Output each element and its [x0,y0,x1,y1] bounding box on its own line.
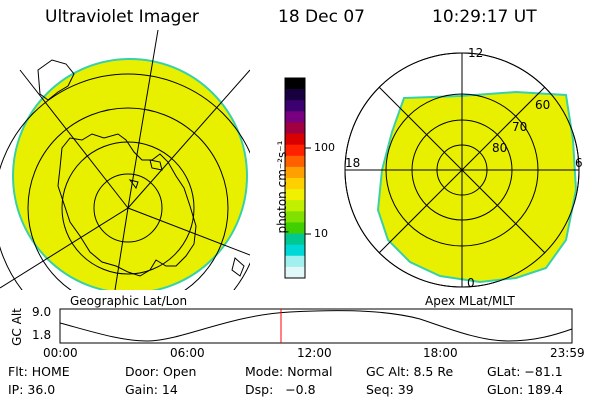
apex-label: Apex MLat/MLT [425,294,515,308]
info-glon: GLon: 189.4 [487,382,563,397]
info-flt: Flt: HOME [8,364,70,379]
colorbar-band [285,200,305,212]
colorbar-band [285,122,305,135]
altitude-ytick-low: 1.8 [32,328,52,342]
instrument-title: Ultraviolet Imager [45,7,199,27]
colorbar-band [285,111,305,123]
colorbar [284,77,311,279]
colorbar-band [285,166,305,179]
mlat-label-60: 60 [535,98,551,112]
altitude-plot [59,308,573,344]
geographic-map [0,30,250,290]
time-label: 10:29:17 UT [432,7,537,27]
mlt-label-12: 12 [468,46,484,60]
colorbar-band [285,89,305,101]
colorbar-band [285,178,305,190]
apex-map [344,52,580,288]
colorbar-tick-10: 10 [314,227,328,240]
colorbar-band [285,255,305,268]
xtick-2359: 23:59 [550,346,585,360]
colorbar-band [285,144,305,157]
colorbar-band [285,244,305,257]
altitude-curve [59,310,573,342]
colorbar-band [285,233,305,246]
info-seq: Seq: 39 [366,382,414,397]
xtick-0000: 00:00 [43,346,78,360]
colorbar-band [285,78,305,90]
colorbar-tick-100: 100 [314,141,335,154]
mlt-label-18: 18 [345,156,361,170]
mlt-label-0: 0 [467,276,475,290]
info-mode: Mode: Normal [245,364,333,379]
xtick-1800: 18:00 [423,346,458,360]
info-dsp: Dsp: −0.8 [245,382,316,397]
mlat-label-80: 80 [492,141,508,155]
geographic-label: Geographic Lat/Lon [70,294,188,308]
info-door: Door: Open [125,364,197,379]
colorbar-band [285,222,305,235]
image-region [376,90,578,284]
colorbar-band [285,133,305,146]
altitude-ytick-high: 9.0 [32,305,52,319]
info-glat: GLat: −81.1 [487,364,563,379]
altitude-ylabel: GC Alt [10,308,24,346]
info-ip: IP: 36.0 [8,382,56,397]
colorbar-band [285,100,305,112]
colorbar-band [285,189,305,201]
colorbar-band [285,155,305,168]
mlat-label-70: 70 [512,120,528,134]
coastline [57,133,197,277]
date-label: 18 Dec 07 [278,7,365,27]
colorbar-unit-label: photon cm⁻²s⁻¹ [275,140,289,234]
colorbar-band [285,211,305,223]
xtick-1200: 12:00 [297,346,332,360]
info-gc-alt: GC Alt: 8.5 Re [366,364,454,379]
colorbar-band [285,266,305,279]
xtick-0600: 06:00 [170,346,205,360]
mlt-label-6: 6 [575,156,583,170]
info-gain: Gain: 14 [125,382,178,397]
